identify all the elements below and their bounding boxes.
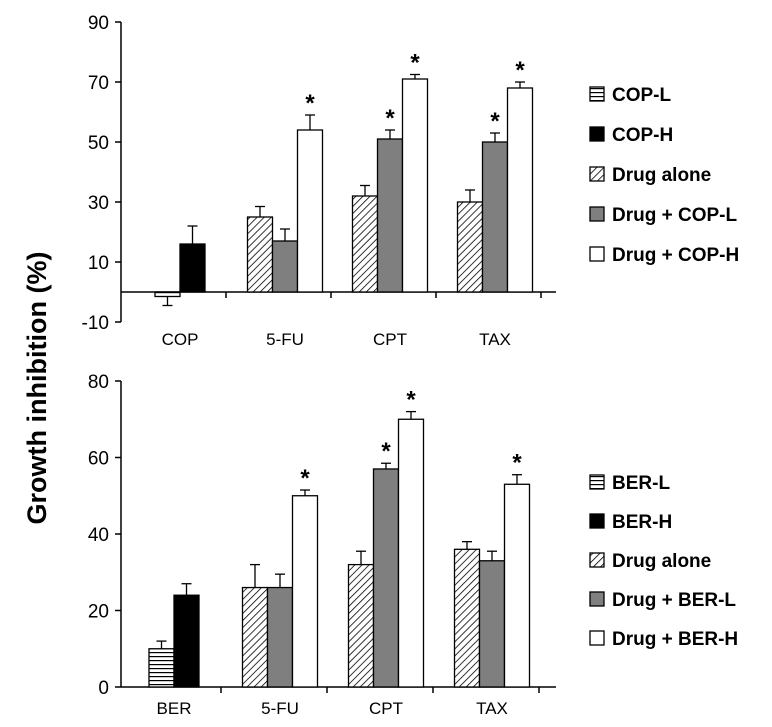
bar xyxy=(478,560,506,688)
legend-label: COP-H xyxy=(612,125,673,146)
bar xyxy=(271,240,299,293)
category-label: TAX xyxy=(476,699,508,718)
legend-label: BER-L xyxy=(612,473,670,494)
y-tick-label: 50 xyxy=(88,133,109,154)
bar xyxy=(179,243,206,293)
legend-swatch xyxy=(589,206,605,222)
legend-label: Drug + COP-H xyxy=(612,245,739,266)
bar xyxy=(397,418,425,688)
y-tick-label: 10 xyxy=(88,253,109,274)
bottom-panel: 0 20 40 60 80 BER * 5-FU * * CPT * TAX BER-L BER-H Drug… xyxy=(88,372,738,718)
bar xyxy=(456,201,484,293)
legend-swatch xyxy=(589,86,605,102)
legend-swatch xyxy=(589,630,605,646)
significance-star: * xyxy=(406,387,416,414)
bar xyxy=(351,195,379,293)
category-label: 5-FU xyxy=(261,699,299,718)
significance-star: * xyxy=(512,450,522,477)
y-tick-label: 70 xyxy=(88,73,109,94)
bar xyxy=(401,78,429,293)
bar xyxy=(506,87,534,293)
category-label: CPT xyxy=(369,699,403,718)
significance-star: * xyxy=(490,108,500,135)
legend-swatch xyxy=(589,474,605,490)
bar xyxy=(376,138,404,293)
y-tick-label: 0 xyxy=(98,678,109,699)
significance-star: * xyxy=(410,50,420,77)
legend-label: Drug + COP-L xyxy=(612,205,737,226)
legend-label: Drug + BER-L xyxy=(612,590,736,611)
y-tick-label: 60 xyxy=(88,449,109,470)
category-label: 5-FU xyxy=(266,330,304,349)
bar xyxy=(148,648,175,688)
y-tick-label: 30 xyxy=(88,193,109,214)
significance-star: * xyxy=(381,438,391,465)
category-label: BER xyxy=(157,699,192,718)
bar xyxy=(291,495,319,688)
bar xyxy=(154,291,181,298)
y-axis-title: Growth inhibition (%) xyxy=(22,252,52,525)
y-tick-label: 80 xyxy=(88,372,109,393)
significance-star: * xyxy=(515,57,525,84)
bar xyxy=(173,594,200,688)
bar xyxy=(453,548,481,688)
category-label: COP xyxy=(162,330,199,349)
bar xyxy=(296,129,324,293)
bar xyxy=(241,586,269,688)
bar xyxy=(503,483,531,688)
y-tick-label: 90 xyxy=(88,13,109,34)
y-tick-label: 20 xyxy=(88,602,109,623)
bar xyxy=(481,141,509,293)
legend-swatch xyxy=(589,166,605,182)
bar xyxy=(347,563,375,688)
significance-star: * xyxy=(305,90,315,117)
legend-label: BER-H xyxy=(612,512,672,533)
bar xyxy=(266,586,294,688)
top-panel: -10 10 30 50 70 90 COP * 5-FU * * CPT * * TAX COP-L COP-… xyxy=(82,13,740,349)
bar xyxy=(372,468,400,688)
legend-swatch xyxy=(589,126,605,142)
legend-label: Drug alone xyxy=(612,551,711,572)
legend-swatch xyxy=(589,552,605,568)
legend-swatch xyxy=(589,246,605,262)
category-label: CPT xyxy=(373,330,407,349)
legend-swatch xyxy=(589,591,605,607)
significance-star: * xyxy=(300,465,310,492)
y-tick-label: -10 xyxy=(82,313,109,334)
bar xyxy=(246,216,274,293)
category-label: TAX xyxy=(479,330,511,349)
y-tick-label: 40 xyxy=(88,525,109,546)
legend-swatch xyxy=(589,513,605,529)
significance-star: * xyxy=(385,105,395,132)
legend-label: COP-L xyxy=(612,85,672,106)
legend-label: Drug alone xyxy=(612,165,711,186)
legend-label: Drug + BER-H xyxy=(612,629,738,650)
